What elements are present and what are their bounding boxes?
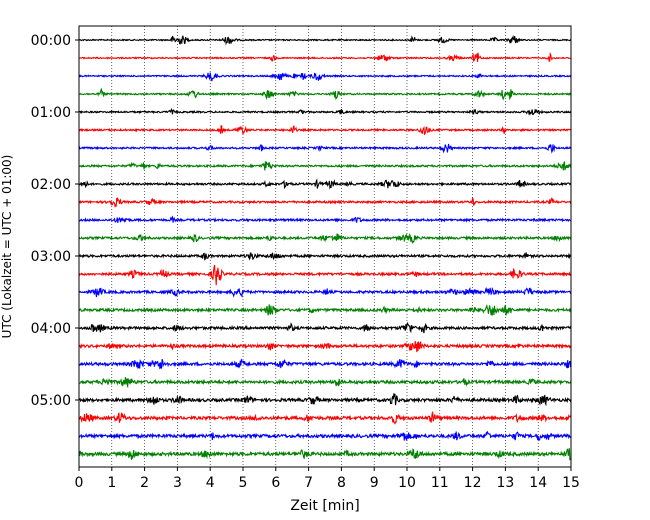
x-tick-label: 14 xyxy=(529,475,547,491)
trace-0315 xyxy=(78,264,572,286)
x-tick-label: 8 xyxy=(337,475,346,491)
x-tick-label: 3 xyxy=(173,475,182,491)
x-tick-label: 13 xyxy=(496,475,514,491)
x-axis-ticks: 0 1 2 3 4 5 6 7 8 9 10 11 12 13 14 15 xyxy=(75,467,580,491)
y-axis-ticks: 00:00 01:00 02:00 03:00 04:00 05:00 xyxy=(31,33,79,409)
trace-0030 xyxy=(78,72,572,82)
trace-0445 xyxy=(78,377,572,388)
x-tick-label: 7 xyxy=(304,475,313,491)
trace-0115 xyxy=(78,125,572,136)
trace-0345 xyxy=(78,304,572,316)
x-tick-label: 11 xyxy=(431,475,449,491)
x-tick-label: 15 xyxy=(562,475,580,491)
trace-0545 xyxy=(78,448,572,461)
y-tick-label: 04:00 xyxy=(31,321,71,337)
x-tick-label: 1 xyxy=(107,475,116,491)
y-tick-label: 02:00 xyxy=(31,177,71,193)
y-tick-label: 01:00 xyxy=(31,105,71,121)
trace-0500 xyxy=(78,393,572,407)
trace-0145 xyxy=(78,161,572,171)
seismic-traces xyxy=(78,34,572,461)
trace-0515 xyxy=(78,410,572,425)
x-tick-label: 2 xyxy=(140,475,149,491)
x-tick-label: 4 xyxy=(206,475,215,491)
y-tick-label: 00:00 xyxy=(31,33,71,49)
x-tick-label: 10 xyxy=(398,475,416,491)
trace-0415 xyxy=(78,340,572,353)
trace-0215 xyxy=(78,196,572,208)
trace-0530 xyxy=(78,430,572,441)
trace-0100 xyxy=(78,108,572,116)
trace-0400 xyxy=(78,321,572,334)
x-tick-label: 12 xyxy=(464,475,482,491)
trace-0245 xyxy=(78,232,572,245)
trace-0300 xyxy=(78,252,572,261)
trace-0230 xyxy=(78,215,572,224)
x-tick-label: 9 xyxy=(370,475,379,491)
trace-0330 xyxy=(78,286,572,298)
trace-0045 xyxy=(78,87,572,101)
y-tick-label: 05:00 xyxy=(31,393,71,409)
y-tick-label: 03:00 xyxy=(31,249,71,265)
trace-0200 xyxy=(78,178,572,190)
trace-0430 xyxy=(78,358,572,370)
y-axis-label: UTC (Lokalzeit = UTC + 01:00) xyxy=(0,155,14,339)
x-axis-label: Zeit [min] xyxy=(290,498,359,514)
trace-0130 xyxy=(78,143,572,154)
x-tick-label: 5 xyxy=(239,475,248,491)
x-tick-label: 6 xyxy=(271,475,280,491)
plot-frame xyxy=(78,25,572,468)
trace-0000 xyxy=(78,34,572,46)
x-tick-label: 0 xyxy=(75,475,84,491)
trace-0015 xyxy=(78,51,572,63)
